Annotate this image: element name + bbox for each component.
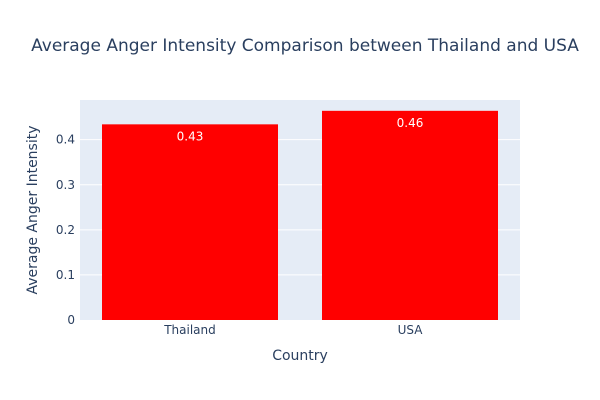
chart-title: Average Anger Intensity Comparison betwe… bbox=[31, 36, 579, 56]
y-tick-label: 0.1 bbox=[56, 268, 75, 282]
x-tick-label: Thailand bbox=[163, 323, 216, 337]
bar-labels: 0.43 0.46 bbox=[177, 116, 424, 144]
y-axis-ticks: 0 0.1 0.2 0.3 0.4 bbox=[56, 133, 75, 327]
y-tick-label: 0.2 bbox=[56, 223, 75, 237]
y-tick-label: 0.4 bbox=[56, 133, 75, 147]
bar-thailand bbox=[102, 124, 278, 320]
x-axis-ticks: Thailand USA bbox=[163, 323, 423, 337]
y-tick-label: 0.3 bbox=[56, 178, 75, 192]
x-axis-title: Country bbox=[272, 348, 328, 364]
y-axis-title: Average Anger Intensity bbox=[25, 125, 41, 294]
bar-value-label: 0.43 bbox=[177, 129, 204, 143]
bar-usa bbox=[322, 110, 498, 320]
y-tick-label: 0 bbox=[67, 313, 75, 327]
bars bbox=[102, 110, 498, 320]
x-tick-label: USA bbox=[398, 323, 424, 337]
bar-value-label: 0.46 bbox=[397, 116, 424, 130]
